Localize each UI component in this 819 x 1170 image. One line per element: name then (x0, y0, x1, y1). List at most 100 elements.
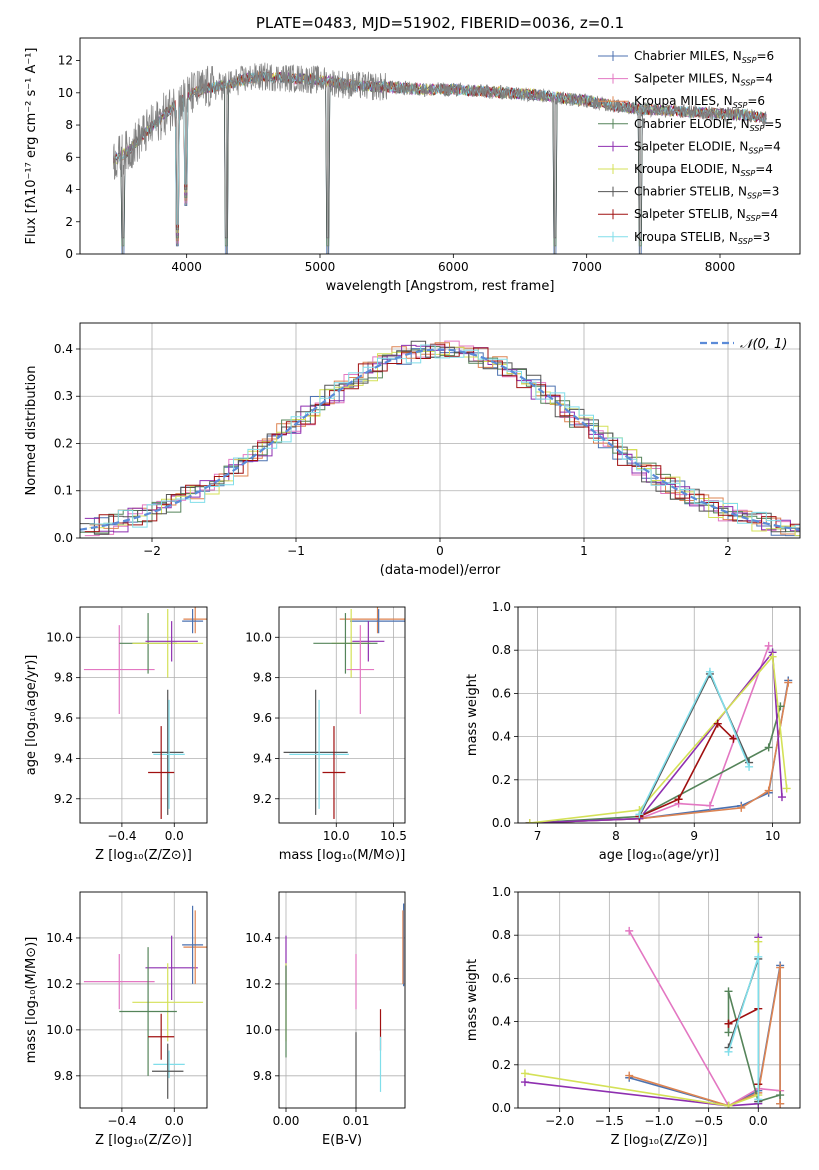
weight-series-chabrier-stelib (724, 954, 763, 1106)
weight-marker (745, 762, 754, 771)
x-tick-label: 0.0 (165, 829, 184, 843)
residual-hist-kroupa-miles (89, 342, 800, 535)
y-tick-label: 9.6 (253, 711, 272, 725)
x-tick-label: 0.0 (749, 1114, 768, 1128)
y-tick-label: 9.8 (253, 671, 272, 685)
weight-marker (625, 1071, 634, 1080)
y-tick-label: 10.0 (245, 1023, 272, 1037)
x-tick-label: −1.5 (595, 1114, 624, 1128)
weight-marker (768, 652, 777, 661)
axes-frame (79, 891, 208, 1109)
y-tick-label: 0.8 (492, 643, 511, 657)
errorbar-salpeter-miles (346, 625, 375, 714)
x-tick-label: 10 (765, 829, 780, 843)
x-axis-label: age [log₁₀(age/yr)] (599, 848, 720, 863)
panel-age-vs-z: −0.4 0.0 9.2 9.4 9.6 9.8 10.0 Z [log₁₀(Z/Z⊙)] ag… (24, 606, 208, 863)
x-axis-label: (data-model)/error (380, 563, 501, 578)
y-tick-label: 6 (65, 150, 73, 164)
x-tick-label: 5000 (305, 260, 336, 274)
weight-line (529, 682, 790, 823)
y-tick-label: 0.4 (492, 1015, 511, 1029)
y-tick-label: 0.8 (492, 928, 511, 942)
errorbar-kroupa-miles (339, 607, 405, 634)
weight-marker (520, 1078, 529, 1087)
errorbar-salpeter-miles (83, 625, 155, 714)
legend-label-sub: SSP (742, 56, 757, 65)
y-axis-label: mass [log₁₀(M/M⊙)] (24, 937, 39, 1064)
legend-item: Salpeter STELIB, NSSP=4 (598, 207, 778, 223)
panel-spectrum: 4000 5000 6000 7000 8000 0 2 4 6 8 10 12 wavelength … (24, 37, 801, 294)
legend-label: Salpeter ELODIE, NSSP=4 (634, 139, 781, 155)
legend-label-sub: SSP (733, 101, 748, 110)
legend-item: Kroupa MILES, NSSP=6 (598, 94, 765, 110)
plot-area-residual-histogram (80, 340, 800, 537)
x-axis-label: mass [log₁₀(M/M⊙)] (279, 848, 406, 863)
weight-marker (674, 795, 683, 804)
errorbar-kroupa-miles (183, 607, 207, 634)
errorbar-salpeter-elodie (145, 935, 198, 1000)
y-tick-label: 10.2 (245, 977, 272, 991)
legend-label-main: Chabrier MILES, N (634, 49, 742, 63)
y-tick-label: 0.2 (492, 1058, 511, 1072)
errorbar-chabrier-stelib (152, 1043, 184, 1099)
y-tick-label: 9.2 (253, 792, 272, 806)
weight-series-kroupa-stelib (724, 952, 763, 1104)
weight-marker (764, 786, 773, 795)
legend-label-tail: =3 (762, 185, 780, 199)
errorbar-chabrier-elodie (313, 613, 378, 674)
x-tick-label: −1.0 (644, 1114, 673, 1128)
observed-spectrum (112, 62, 767, 254)
weight-line (529, 706, 782, 823)
errorbar-salpeter-miles (83, 954, 155, 1010)
legend-label-main: Kroupa MILES, N (634, 94, 733, 108)
errorbar-kroupa-stelib (153, 1050, 185, 1079)
plot-area-mass-vs-ebv (285, 903, 405, 1108)
y-tick-label: 9.4 (253, 751, 272, 765)
axes-frame (79, 322, 801, 539)
axes-frame (517, 606, 801, 824)
x-tick-label: −0.4 (107, 829, 136, 843)
legend-label: Salpeter MILES, NSSP=4 (634, 72, 773, 88)
errorbar-kroupa-elodie (132, 963, 204, 1042)
y-tick-label: 1.0 (492, 885, 511, 899)
y-tick-label: 4 (65, 183, 73, 197)
weight-series-kroupa-stelib (635, 667, 754, 819)
x-tick-label: 10.5 (380, 829, 407, 843)
weight-line (529, 680, 790, 823)
axes-frame (517, 891, 801, 1109)
plot-area-weight-vs-z (520, 926, 785, 1108)
weight-series-chabrier-miles (625, 961, 785, 1108)
x-axis-label: wavelength [Angstrom, rest frame] (326, 279, 555, 294)
errorbar-chabrier-miles (182, 609, 204, 634)
weight-marker (777, 793, 786, 802)
x-tick-label: −2 (143, 544, 161, 558)
x-tick-label: 9 (690, 829, 698, 843)
x-tick-label: −0.5 (694, 1114, 723, 1128)
y-axis-label: mass weight (465, 959, 480, 1041)
weight-marker (724, 1019, 733, 1028)
legend-item: Kroupa STELIB, NSSP=3 (598, 230, 770, 246)
x-tick-label: 6000 (438, 260, 469, 274)
y-tick-label: 10.2 (46, 977, 73, 991)
plot-area-spectrum (112, 62, 767, 254)
legend-label: Chabrier STELIB, NSSP=3 (634, 185, 779, 201)
normal-reference-curve (80, 348, 800, 531)
errorbar-chabrier-elodie (119, 947, 177, 1076)
figure-title: PLATE=0483, MJD=51902, FIBERID=0036, z=0… (256, 14, 624, 32)
legend-label: Chabrier ELODIE, NSSP=5 (634, 117, 782, 133)
panel-residual-histogram: −2 −1 0 1 2 0.0 0.1 0.2 0.3 0.4 (data-model)/error… (24, 322, 801, 578)
y-tick-label: 0 (65, 247, 73, 261)
residual-hist-kroupa-stelib (89, 344, 800, 528)
y-tick-label: 9.8 (54, 1069, 73, 1083)
legend-label: Kroupa MILES, NSSP=6 (634, 94, 765, 110)
y-tick-label: 12 (58, 54, 73, 68)
errorbar-salpeter-stelib (148, 726, 175, 819)
weight-marker (754, 937, 763, 946)
panel-mass-vs-z: −0.4 0.0 9.8 10.0 10.2 10.4 Z [log₁₀(Z/Z⊙)] mas… (24, 891, 208, 1148)
legend-label-main: Salpeter ELODIE, N (634, 139, 748, 153)
weight-marker (764, 641, 773, 650)
errorbar-kroupa-stelib (153, 699, 185, 809)
plot-area-mass-vs-z (83, 905, 207, 1099)
x-tick-label: 4000 (171, 260, 202, 274)
errorbar-chabrier-stelib (283, 689, 348, 815)
